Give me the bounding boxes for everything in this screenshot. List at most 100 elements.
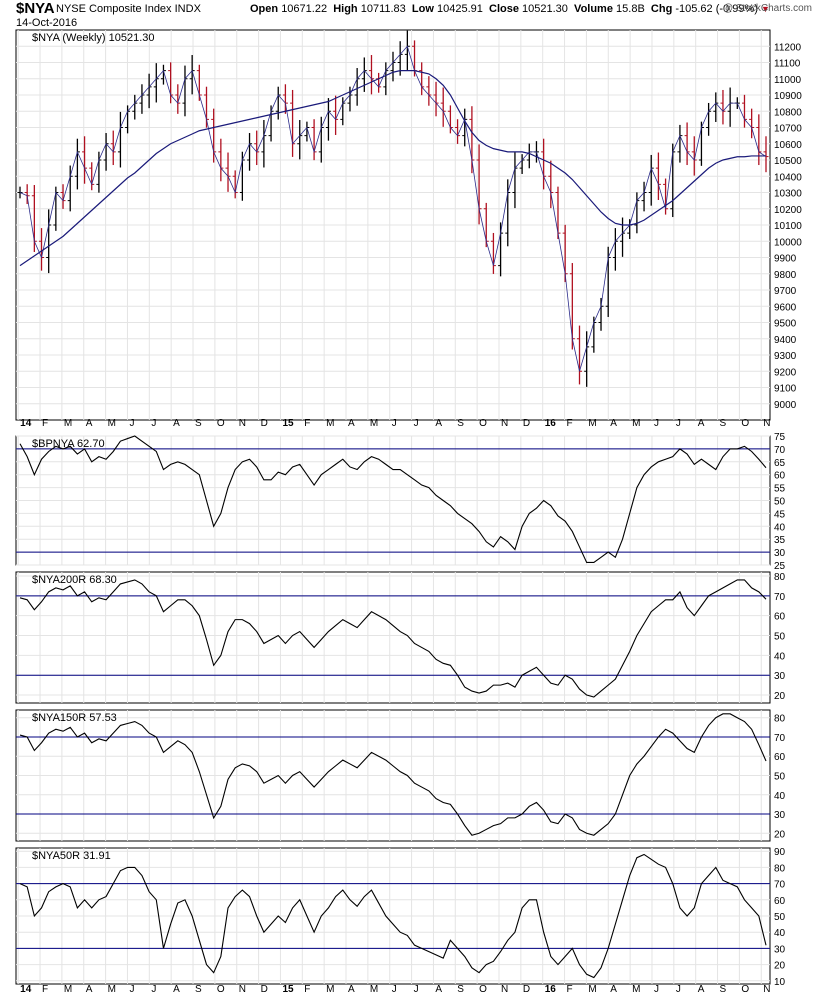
x-tick-label: N: [501, 418, 508, 429]
y-tick-label: 10000: [774, 237, 802, 248]
index-name: NYSE Composite Index INDX: [56, 3, 201, 15]
y-tick-label: 30: [774, 810, 786, 821]
x-tick-label: A: [86, 418, 93, 429]
y-tick-label: 9600: [774, 302, 797, 313]
panel-legend: $BPNYA 62.70: [32, 438, 105, 450]
x-tick-label: S: [720, 418, 727, 429]
y-tick-label: 50: [774, 772, 786, 783]
credit-text: @ StockCharts.com: [722, 3, 812, 14]
x-tick-label: S: [720, 984, 727, 995]
x-tick-label: O: [479, 984, 487, 995]
y-tick-label: 10200: [774, 205, 802, 216]
x-tick-label: A: [610, 418, 617, 429]
x-tick-label: S: [195, 984, 202, 995]
x-tick-label: M: [370, 984, 378, 995]
y-tick-label: 80: [774, 714, 786, 725]
y-tick-label: 10800: [774, 107, 802, 118]
close-label: Close: [489, 3, 519, 15]
chart-date: 14-Oct-2016: [16, 17, 78, 29]
x-tick-label: F: [304, 418, 310, 429]
y-tick-label: 70: [774, 880, 786, 891]
x-tick-label: N: [501, 984, 508, 995]
x-tick-label: 16: [545, 418, 557, 429]
y-tick-label: 90: [774, 847, 786, 858]
indicator-line: [19, 435, 767, 563]
x-tick-label: O: [479, 418, 487, 429]
y-tick-label: 20: [774, 691, 786, 702]
high-value: 10711.83: [360, 3, 406, 15]
x-tick-label: A: [348, 984, 355, 995]
x-tick-label: J: [654, 984, 659, 995]
panel-frame: [15, 571, 771, 704]
x-tick-label: M: [370, 418, 378, 429]
x-tick-label: J: [151, 418, 156, 429]
x-tick-label: F: [42, 984, 48, 995]
indicator-line: [19, 579, 767, 698]
y-tick-label: 10: [774, 977, 786, 988]
index-name-text: NYSE Composite Index: [56, 3, 172, 15]
y-tick-label: 50: [774, 632, 786, 643]
x-tick-label: A: [698, 418, 705, 429]
x-tick-label: O: [217, 984, 225, 995]
x-tick-label: N: [239, 984, 246, 995]
x-tick-label: S: [457, 984, 464, 995]
y-tick-label: 9800: [774, 270, 797, 281]
x-tick-label: M: [588, 984, 596, 995]
x-tick-label: M: [64, 984, 72, 995]
y-tick-label: 60: [774, 896, 786, 907]
x-tick-label: A: [86, 984, 93, 995]
panel-legend: $NYA150R 57.53: [32, 712, 117, 724]
high-label: High: [333, 3, 358, 15]
close-value: 10521.30: [522, 3, 568, 15]
x-tick-label: J: [414, 418, 419, 429]
x-tick-label: J: [654, 418, 659, 429]
y-tick-label: 11100: [774, 59, 801, 70]
x-tick-label: M: [632, 418, 640, 429]
y-tick-label: 40: [774, 651, 786, 662]
y-tick-label: 60: [774, 752, 786, 763]
x-tick-label: N: [763, 418, 770, 429]
y-tick-label: 70: [774, 592, 786, 603]
x-tick-label: J: [392, 984, 397, 995]
x-tick-label: A: [698, 984, 705, 995]
low-label: Low: [411, 3, 434, 15]
y-tick-label: 55: [774, 484, 786, 495]
y-tick-label: 10600: [774, 140, 802, 151]
x-tick-label: A: [173, 984, 180, 995]
x-tick-label: D: [523, 418, 530, 429]
y-tick-label: 11200: [774, 42, 802, 53]
y-tick-label: 30: [774, 671, 786, 682]
y-tick-label: 9900: [774, 254, 797, 265]
x-tick-label: M: [632, 984, 640, 995]
x-tick-label: D: [261, 418, 268, 429]
y-tick-label: 80: [774, 863, 786, 874]
x-tick-label: D: [261, 984, 268, 995]
panel-2: 20 30 40 50 60 70 80 $NYA200R 68.30: [15, 571, 786, 704]
x-tick-label: J: [129, 418, 134, 429]
x-tick-label: J: [676, 984, 681, 995]
y-tick-label: 50: [774, 912, 786, 923]
y-tick-label: 11000: [774, 75, 802, 86]
open-label: Open: [250, 3, 279, 15]
x-tick-label: F: [304, 984, 310, 995]
x-tick-label: J: [129, 984, 134, 995]
x-tick-label: F: [567, 984, 573, 995]
x-tick-label: S: [457, 418, 464, 429]
x-tick-label: M: [108, 418, 116, 429]
y-tick-label: 75: [774, 432, 786, 443]
y-tick-label: 40: [774, 928, 786, 939]
x-tick-label: O: [741, 418, 749, 429]
panel-3: 20 30 40 50 60 70 80 $NYA150R 57.53: [15, 709, 786, 842]
y-tick-label: 60: [774, 471, 786, 482]
x-tick-label: D: [523, 984, 530, 995]
y-tick-label: 10100: [774, 221, 802, 232]
indicator-line: [19, 713, 767, 836]
x-tick-label: N: [239, 418, 246, 429]
open-value: 10671.22: [281, 3, 328, 15]
x-tick-label: 14: [20, 984, 32, 995]
y-tick-label: 70: [774, 445, 786, 456]
y-tick-label: 20: [774, 961, 786, 972]
x-tick-label: N: [763, 984, 770, 995]
x-tick-label: J: [676, 418, 681, 429]
